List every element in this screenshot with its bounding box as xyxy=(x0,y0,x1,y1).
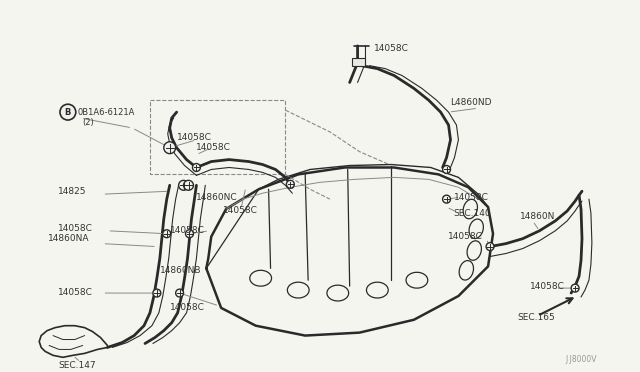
Text: 14058C: 14058C xyxy=(177,133,211,142)
Text: 14058C: 14058C xyxy=(196,143,231,152)
Circle shape xyxy=(164,142,175,154)
Circle shape xyxy=(163,230,171,238)
Text: 14058C: 14058C xyxy=(448,232,483,241)
Text: 14825: 14825 xyxy=(58,187,86,196)
Text: 14860NC: 14860NC xyxy=(196,193,238,202)
Circle shape xyxy=(286,180,294,188)
Circle shape xyxy=(184,180,193,190)
Text: (2): (2) xyxy=(83,118,95,126)
Text: 14860NB: 14860NB xyxy=(160,266,202,275)
Text: SEC.165: SEC.165 xyxy=(518,313,556,322)
Circle shape xyxy=(175,289,184,297)
Circle shape xyxy=(179,180,189,190)
Text: 14058C: 14058C xyxy=(223,206,258,215)
Circle shape xyxy=(443,195,451,203)
Text: 14058C: 14058C xyxy=(58,224,93,233)
Text: 14058C: 14058C xyxy=(170,304,205,312)
Text: SEC.147: SEC.147 xyxy=(58,361,95,370)
Text: 0B1A6-6121A: 0B1A6-6121A xyxy=(78,108,135,117)
Text: 14058C: 14058C xyxy=(530,282,564,291)
Text: B: B xyxy=(65,108,71,117)
Circle shape xyxy=(193,164,200,171)
Text: 14860N: 14860N xyxy=(520,212,555,221)
Bar xyxy=(351,58,365,65)
Text: 14058C: 14058C xyxy=(170,226,205,235)
Circle shape xyxy=(486,243,494,251)
Text: 14058C: 14058C xyxy=(374,44,409,53)
Text: J J8000V: J J8000V xyxy=(565,355,597,364)
Text: 14058C: 14058C xyxy=(454,193,488,202)
Circle shape xyxy=(186,230,193,238)
Text: SEC.140: SEC.140 xyxy=(454,209,491,218)
Text: 14860NA: 14860NA xyxy=(48,234,90,243)
Circle shape xyxy=(153,289,161,297)
Text: 14058C: 14058C xyxy=(58,288,93,296)
Circle shape xyxy=(60,104,76,120)
Circle shape xyxy=(571,284,579,292)
Text: L4860ND: L4860ND xyxy=(451,98,492,107)
Circle shape xyxy=(443,166,451,173)
